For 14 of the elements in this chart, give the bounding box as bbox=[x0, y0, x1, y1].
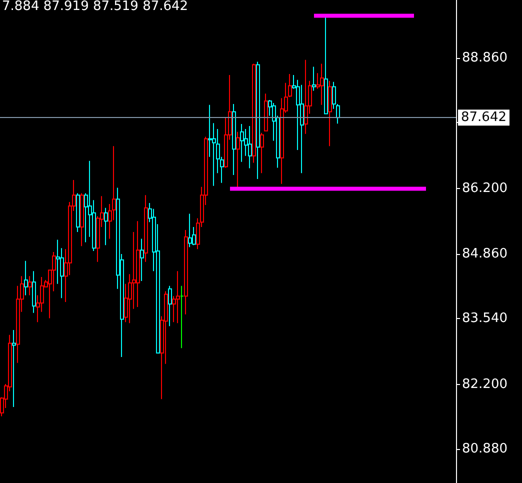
y-tick-label: 84.860 bbox=[462, 246, 508, 262]
annotation: 7.884 87.919 87.519 87.642 bbox=[2, 0, 188, 14]
y-tick-label: 82.200 bbox=[462, 376, 508, 392]
candlestick bbox=[264, 93, 268, 132]
candlestick bbox=[80, 192, 84, 247]
candlestick bbox=[256, 61, 260, 180]
candlestick bbox=[136, 220, 140, 308]
y-tick-label: 80.880 bbox=[462, 442, 508, 457]
y-tick-label: 88.860 bbox=[462, 50, 508, 66]
y-tick-label: 83.540 bbox=[462, 311, 508, 326]
candlestick bbox=[180, 285, 184, 349]
y-tick-label: 86.200 bbox=[462, 180, 508, 196]
ref-line-label: 87.642 bbox=[461, 110, 506, 126]
candlestick bbox=[176, 270, 180, 324]
